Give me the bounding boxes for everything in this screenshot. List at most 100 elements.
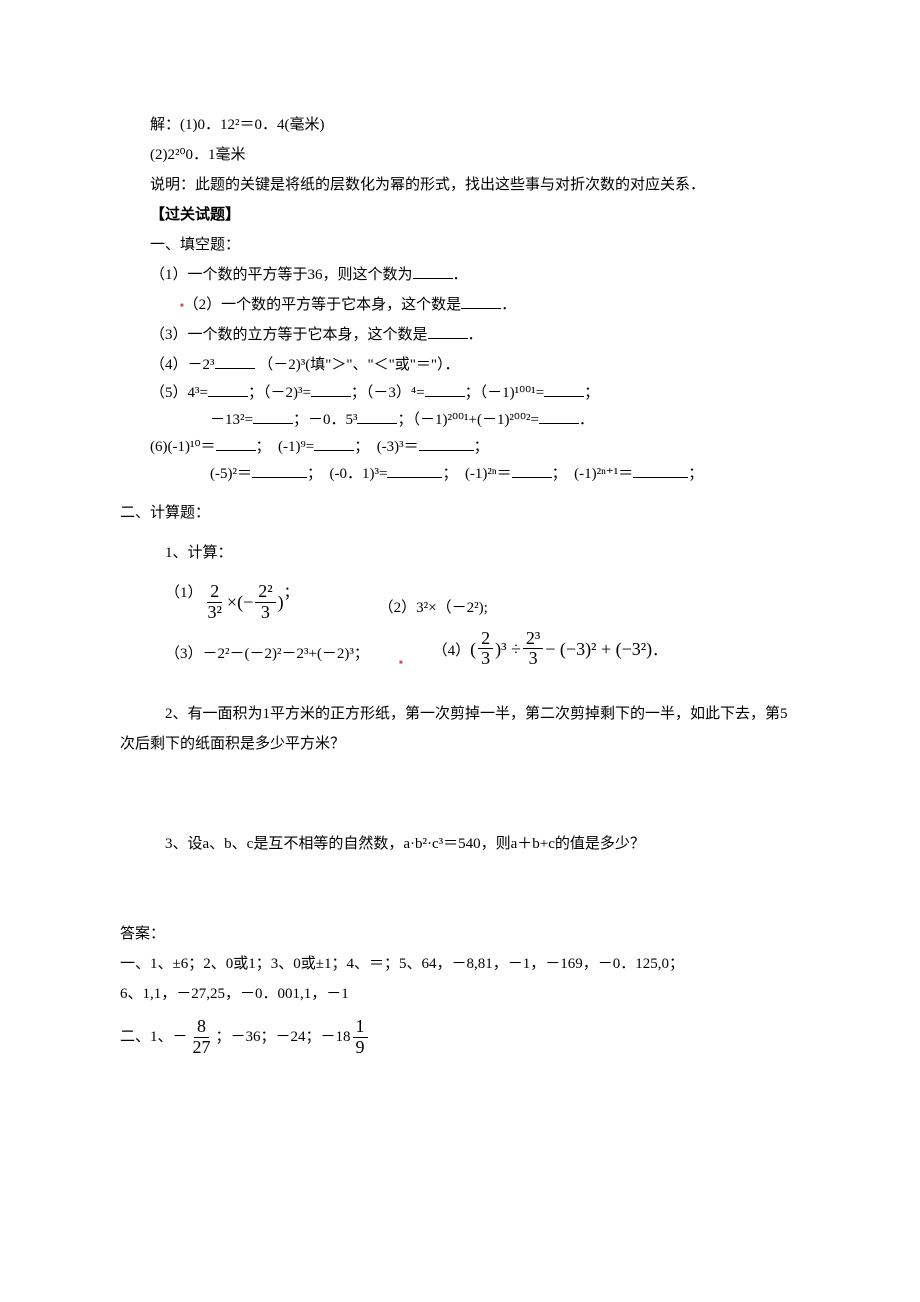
text: （4）－2³ <box>150 357 215 373</box>
calc-p4: （4） ( 23 )³ ÷ 2³3 − (−3)² + (−3²) ． <box>433 629 668 670</box>
calc-p1: （1） 23² ×(− 2²3 ) ； <box>165 578 299 623</box>
blank <box>311 381 351 397</box>
text: （2）3²×（－2²); <box>379 593 488 623</box>
expr: 23² ×(− 2²3 ) <box>203 582 284 623</box>
denominator: 3 <box>526 649 541 669</box>
blank <box>413 263 453 279</box>
fill-q2: ■（2）一个数的平方等于它本身，这个数是． <box>120 290 800 320</box>
blank <box>461 293 501 309</box>
calc-p2: （2）3²×（－2²); <box>379 593 488 623</box>
text: 二、计算题： <box>120 505 210 521</box>
fraction: 2²3 <box>255 582 275 623</box>
text: 2、有一面积为1平方米的正方形纸，第一次剪掉一半，第二次剪掉剩下的一半，如此下去… <box>120 706 788 752</box>
text: ； <box>474 439 489 455</box>
fraction: 2³3 <box>523 629 543 670</box>
text: 1、计算： <box>165 545 233 561</box>
text: (-5)²＝ <box>210 466 252 482</box>
text: (6)(-1)¹⁰＝ <box>150 439 216 455</box>
text: 一、1、±6；2、0或1；3、0或±1；4、＝；5、64，－8,81，－1，－1… <box>120 956 684 972</box>
blank <box>208 381 248 397</box>
blank <box>425 381 465 397</box>
op: ( <box>470 631 476 667</box>
solution-line-3: 说明：此题的关键是将纸的层数化为幂的形式，找出这些事与对折次数的对应关系． <box>120 170 800 200</box>
denominator: 3² <box>205 603 225 623</box>
text: ； (-1)²ⁿ＝ <box>442 466 511 482</box>
denominator: 27 <box>190 1038 214 1058</box>
text: (2)2²⁰0．1毫米 <box>150 147 246 163</box>
text: （3）一个数的立方等于它本身，这个数是 <box>150 327 428 343</box>
fraction: 827 <box>190 1017 214 1058</box>
denominator: 3 <box>478 649 493 669</box>
text: ； (-1)²ⁿ⁺¹＝ <box>552 466 634 482</box>
section-title: 【过关试题】 <box>120 200 800 230</box>
text: ；（－1)²⁰⁰¹+(－1)²⁰⁰²= <box>397 412 538 428</box>
answers-line1: 一、1、±6；2、0或1；3、0或±1；4、＝；5、64，－8,81，－1，－1… <box>120 949 800 979</box>
fraction: 19 <box>353 1017 368 1058</box>
numerator: 2 <box>207 582 222 603</box>
label: （1） <box>165 578 203 608</box>
solution-line-1: 解：(1)0．12²＝0．4(毫米) <box>120 110 800 140</box>
text: 二、1、－ <box>120 1022 188 1052</box>
blank <box>253 408 293 424</box>
answers-line3: 二、1、－ 827 ；－36；－24；－18 19 <box>120 1017 800 1058</box>
blank <box>387 462 442 478</box>
blank <box>215 353 255 369</box>
numerator: 2 <box>478 629 493 650</box>
text: ；－36；－24；－18 <box>216 1022 351 1052</box>
calc-heading: 二、计算题： <box>120 498 800 528</box>
text: 解：(1)0．12²＝0．4(毫米) <box>150 117 324 133</box>
semicolon: ； <box>284 578 299 608</box>
text: ． <box>468 327 483 343</box>
answers-heading: 答案： <box>120 919 800 949</box>
text: ；（－3）⁴= <box>351 385 425 401</box>
fill-q5-line1: （5）4³=；（－2)³=；（－3）⁴=；（－1)¹⁰⁰¹=； <box>120 380 800 407</box>
text: 3、设a、b、c是互不相等的自然数，a·b²·c³＝540，则a＋b+c的值是多… <box>165 836 645 852</box>
text: ． <box>453 267 468 283</box>
blank <box>633 462 688 478</box>
expr: ( 23 )³ ÷ 2³3 − (−3)² + (−3²) <box>470 629 652 670</box>
fill-heading: 一、填空题： <box>120 230 800 260</box>
numerator: 2³ <box>523 629 543 650</box>
blank <box>544 381 584 397</box>
text: ； <box>688 466 703 482</box>
text: ；－0．5³ <box>293 412 358 428</box>
text: 一、填空题： <box>150 237 240 253</box>
text: －13²= <box>210 412 253 428</box>
calc-row-1: （1） 23² ×(− 2²3 ) ； （2）3²×（－2²); <box>120 578 800 623</box>
fill-q6-line2: (-5)²＝ ； (-0．1)³= ； (-1)²ⁿ＝ ； (-1)²ⁿ⁺¹＝ ； <box>120 461 800 488</box>
text: ； (-0．1)³= <box>307 466 387 482</box>
text: （3）－2²－(－2)²－2³+(－2)³； <box>165 639 369 669</box>
marker-icon: ■ <box>399 657 403 669</box>
text: ． <box>579 412 594 428</box>
numerator: 1 <box>353 1017 368 1038</box>
numerator: 2² <box>255 582 275 603</box>
answers-line2: 6、1,1，－27,25，－0．001,1，－1 <box>120 979 800 1009</box>
fill-q3: （3）一个数的立方等于它本身，这个数是 ． <box>120 320 800 350</box>
text: （1）一个数的平方等于36，则这个数为 <box>150 267 413 283</box>
denominator: 3 <box>258 603 273 623</box>
text: 【过关试题】 <box>150 207 240 223</box>
text: 答案： <box>120 926 165 942</box>
blank <box>428 323 468 339</box>
fraction: 23 <box>478 629 493 670</box>
fill-q1: （1）一个数的平方等于36，则这个数为 ． <box>120 260 800 290</box>
op: ×(− <box>227 584 253 620</box>
blank <box>419 435 474 451</box>
fraction: 23² <box>205 582 225 623</box>
blank <box>252 462 307 478</box>
calc-p3: （3）－2²－(－2)²－2³+(－2)³； <box>165 639 369 669</box>
solution-line-2: (2)2²⁰0．1毫米 <box>120 140 800 170</box>
text: （2）一个数的平方等于它本身，这个数是 <box>184 297 462 313</box>
text: ；（－1)¹⁰⁰¹= <box>465 385 544 401</box>
text: ． <box>652 636 667 666</box>
blank <box>512 462 552 478</box>
text: ； <box>584 385 599 401</box>
blank <box>357 408 397 424</box>
text: 说明：此题的关键是将纸的层数化为幂的形式，找出这些事与对折次数的对应关系． <box>150 177 705 193</box>
text: ； (-1)⁹= <box>256 439 315 455</box>
label: （4） <box>433 636 471 666</box>
calc-row-2: （3）－2²－(－2)²－2³+(－2)³； ■ （4） ( 23 )³ ÷ 2… <box>120 629 800 670</box>
blank <box>314 435 354 451</box>
op: )³ ÷ <box>495 631 521 667</box>
calc-q2: 2、有一面积为1平方米的正方形纸，第一次剪掉一半，第二次剪掉剩下的一半，如此下去… <box>120 699 800 759</box>
